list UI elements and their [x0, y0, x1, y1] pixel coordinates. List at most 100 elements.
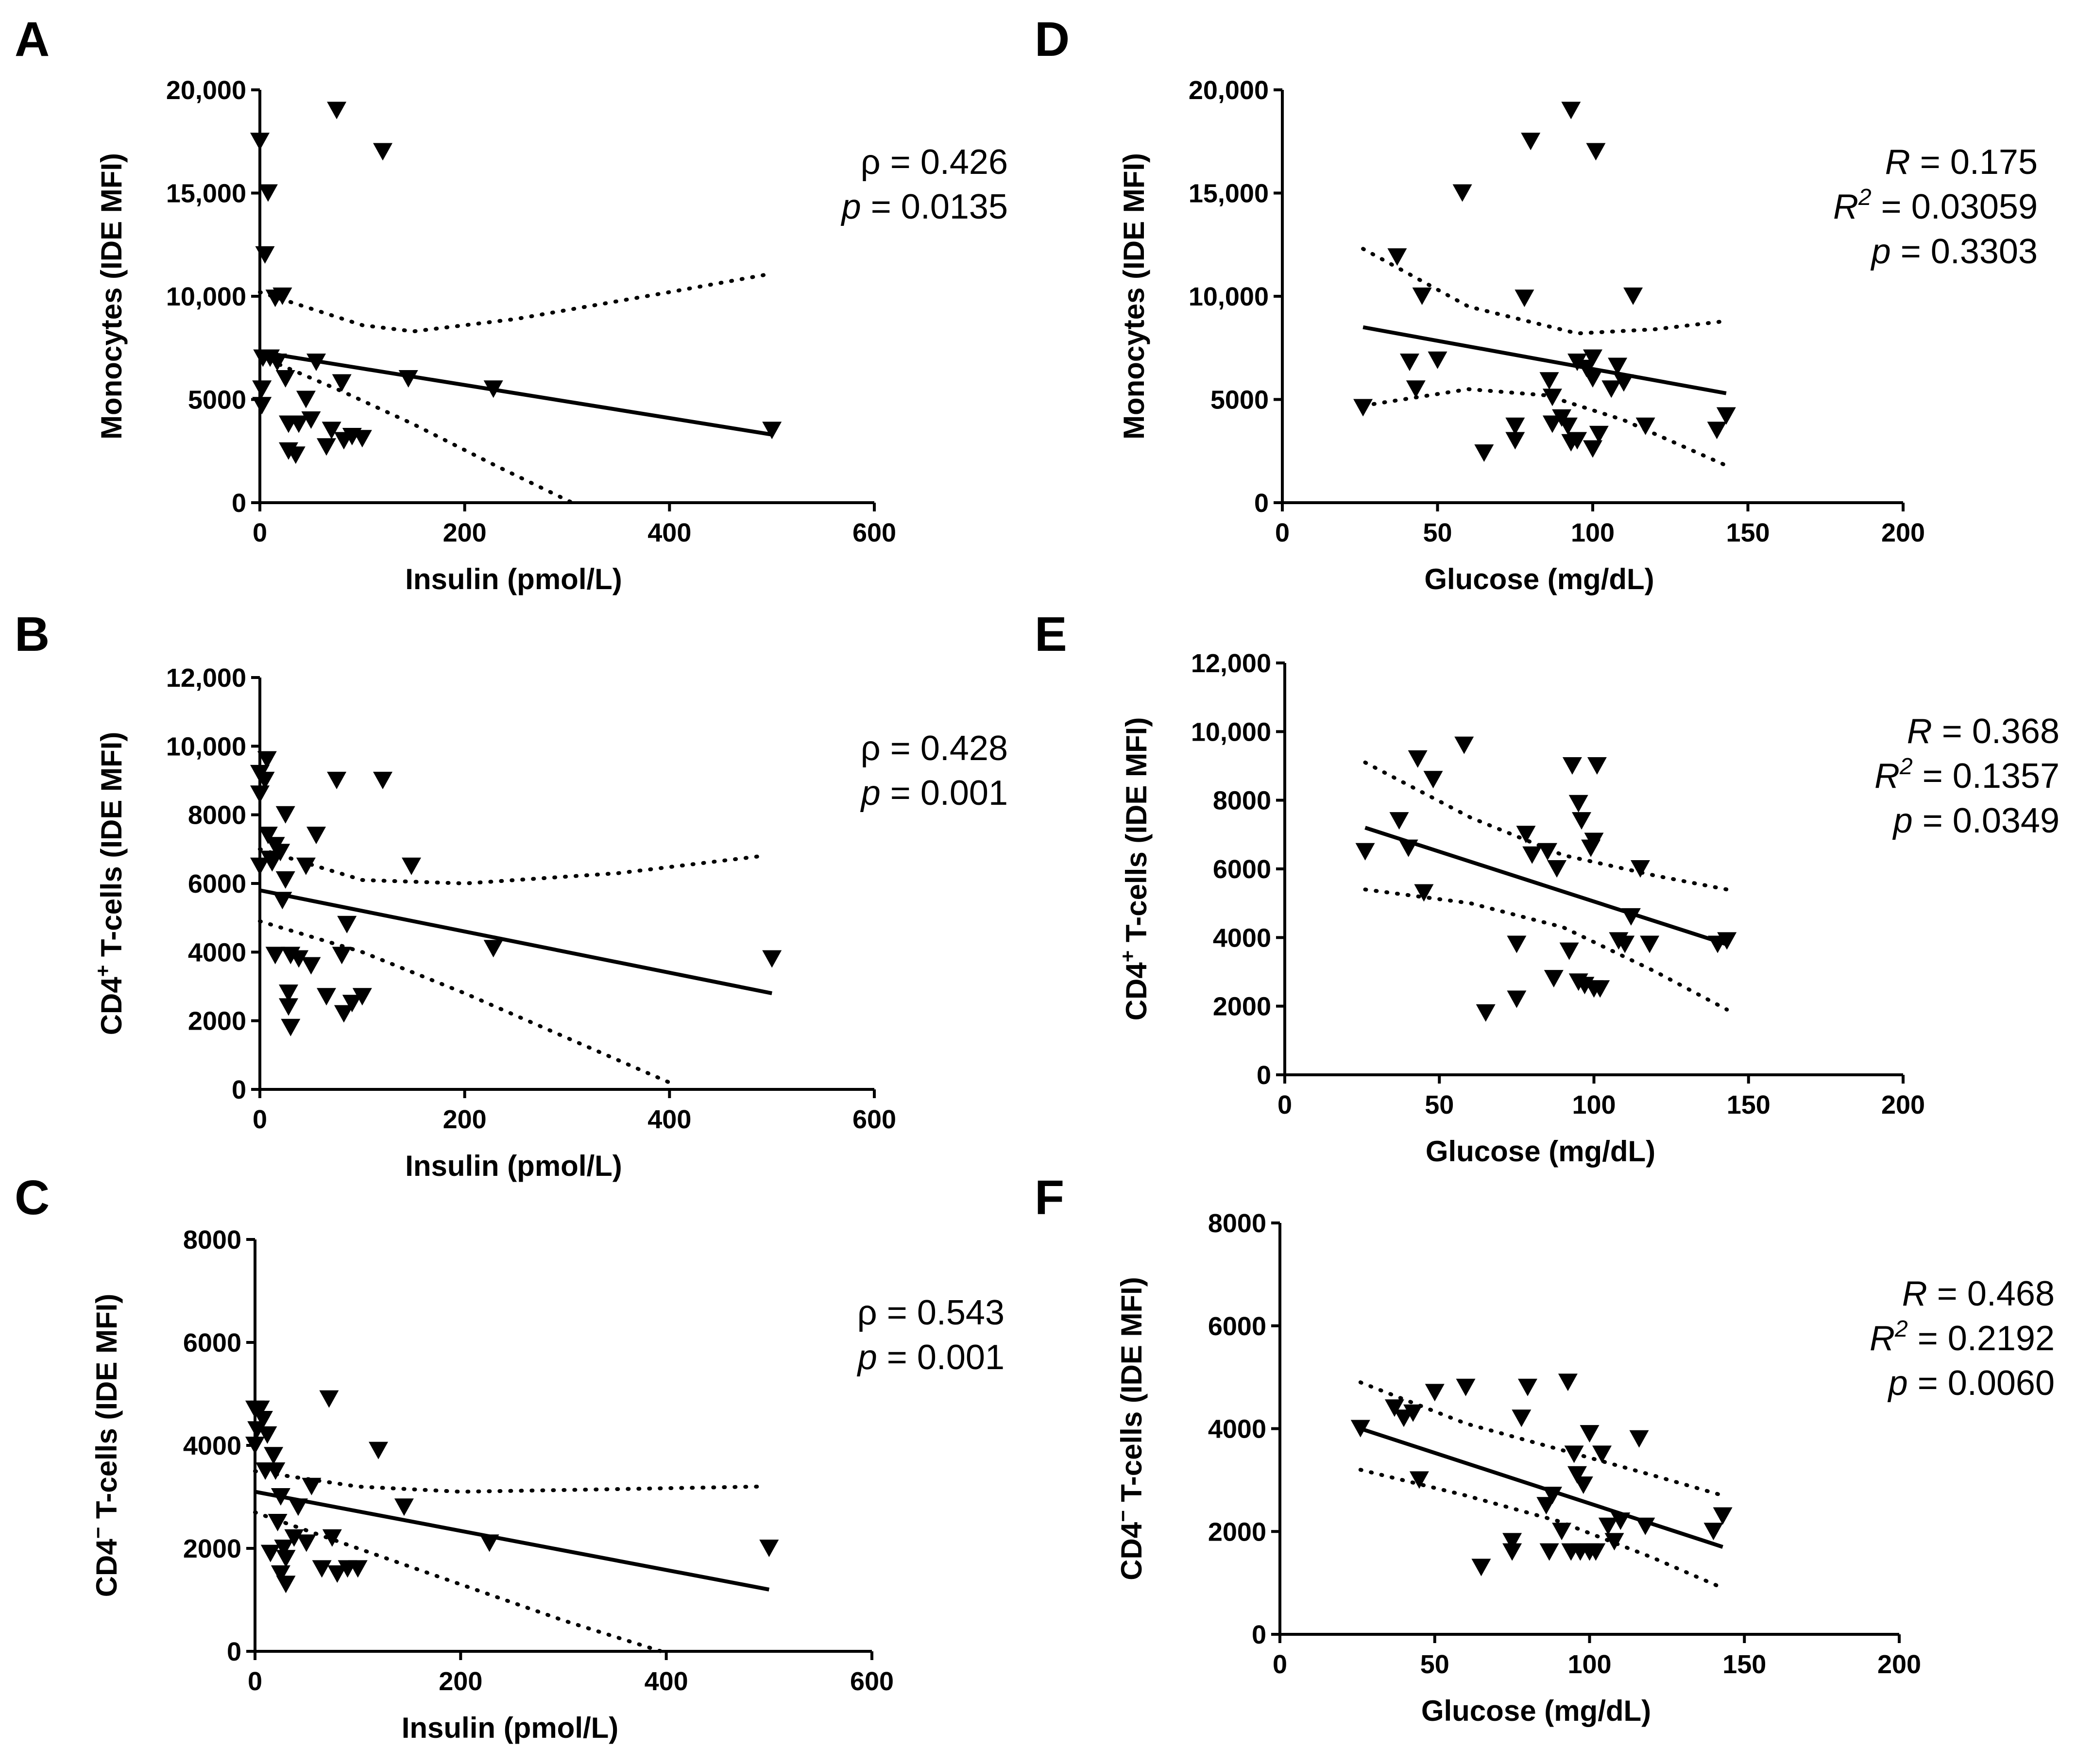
x-tick-label: 400 [645, 1667, 688, 1696]
data-point [1505, 417, 1525, 435]
data-point [317, 438, 336, 456]
data-point [317, 988, 336, 1006]
data-point [1406, 380, 1426, 398]
y-tick-label: 8000 [1208, 1209, 1266, 1238]
data-point [1567, 354, 1587, 371]
x-tick-label: 0 [1277, 1090, 1292, 1119]
data-point [1521, 133, 1541, 151]
stat-symbol: p [1892, 801, 1913, 840]
stat-annotation: ρ = 0.428 [861, 729, 1008, 768]
x-tick-label: 100 [1567, 1650, 1611, 1679]
data-point [1611, 1512, 1631, 1530]
y-tick-label: 0 [1252, 1620, 1266, 1649]
data-point [1516, 826, 1536, 844]
data-point [322, 422, 341, 440]
y-tick-label: 0 [1254, 489, 1269, 518]
data-point [289, 415, 309, 433]
data-point [267, 354, 287, 371]
data-point [342, 995, 362, 1013]
stat-annotation: p = 0.001 [857, 1338, 1004, 1377]
data-point [279, 984, 298, 1002]
data-point [1538, 843, 1557, 861]
regression-line [259, 888, 772, 996]
stat-annotation: R2 = 0.03059 [1833, 185, 2038, 226]
data-point [245, 1437, 265, 1454]
x-tick-label: 50 [1425, 1090, 1454, 1119]
y-tick-label: 10,000 [1191, 717, 1271, 746]
x-tick-label: 150 [1726, 518, 1770, 547]
data-point [1592, 1445, 1612, 1463]
data-point [327, 102, 347, 119]
data-point [306, 354, 326, 371]
stat-symbol: R [1833, 187, 1858, 226]
y-tick-label: 4000 [1213, 923, 1271, 952]
y-axis-label-superscript: − [1111, 1510, 1134, 1522]
data-point [394, 1498, 414, 1516]
data-point [1522, 846, 1542, 864]
data-point [1573, 1476, 1593, 1494]
data-point [276, 1550, 296, 1568]
data-point [250, 1400, 270, 1418]
stat-symbol: R [1885, 143, 1910, 182]
data-point [1408, 750, 1428, 768]
y-tick-label: 6000 [188, 869, 246, 899]
data-point [1703, 1523, 1723, 1541]
data-point [1502, 1543, 1522, 1561]
data-point [1608, 357, 1628, 375]
data-point [1614, 374, 1634, 392]
data-point [373, 143, 392, 161]
data-point [250, 857, 270, 875]
y-tick-label: 10,000 [166, 732, 246, 761]
confidence-band-upper [258, 847, 764, 886]
y-tick-label: 2000 [188, 1007, 246, 1036]
data-point [352, 988, 372, 1006]
y-axis-label: CD4+ T-cells (IDE MFI) [91, 732, 128, 1035]
x-tick-label: 0 [248, 1667, 262, 1696]
stat-annotation: p = 0.0060 [1888, 1364, 2055, 1403]
data-point [289, 950, 309, 968]
data-point [274, 1540, 294, 1557]
data-point [1353, 399, 1373, 417]
data-point [252, 397, 272, 415]
data-point [1567, 432, 1587, 450]
stat-annotation: R2 = 0.2192 [1870, 1316, 2055, 1358]
data-point [1713, 1507, 1733, 1525]
data-point [1629, 1430, 1649, 1448]
data-point [402, 857, 421, 875]
stat-symbol: R [1874, 757, 1900, 796]
y-tick-label: 0 [227, 1637, 241, 1666]
data-point [1717, 932, 1737, 950]
y-tick-label: 2000 [1208, 1517, 1266, 1546]
data-point [312, 1560, 332, 1578]
y-tick-label: 5000 [1210, 386, 1269, 415]
data-point [1561, 102, 1581, 119]
data-point [1518, 1378, 1537, 1396]
data-point [265, 947, 285, 965]
data-point [268, 1514, 288, 1531]
stat-value: = 0.3303 [1891, 232, 2038, 271]
stat-value: = 0.03059 [1872, 187, 2038, 226]
data-point [1635, 417, 1655, 435]
stat-annotation: ρ = 0.543 [857, 1293, 1004, 1332]
x-tick-label: 200 [439, 1667, 482, 1696]
stat-value: = 0.2192 [1908, 1319, 2055, 1358]
data-point [288, 1498, 308, 1516]
data-point [1707, 422, 1727, 440]
stat-value: = 0.0135 [861, 187, 1008, 226]
data-point [322, 1529, 342, 1547]
data-point [1584, 832, 1604, 850]
data-point [1567, 1466, 1587, 1484]
stat-superscript: 2 [1894, 1316, 1908, 1342]
data-point [306, 827, 326, 845]
y-tick-label: 8000 [1213, 786, 1271, 815]
x-tick-label: 50 [1420, 1650, 1449, 1679]
stat-symbol: p [1888, 1364, 1908, 1403]
stat-annotation: p = 0.001 [860, 774, 1008, 813]
confidence-band-upper [1358, 1380, 1725, 1498]
x-tick-label: 100 [1572, 1090, 1616, 1119]
regression-line [1362, 325, 1727, 395]
y-tick-label: 5000 [188, 386, 246, 415]
confidence-band-lower [258, 354, 574, 505]
y-tick-label: 4000 [183, 1431, 241, 1460]
